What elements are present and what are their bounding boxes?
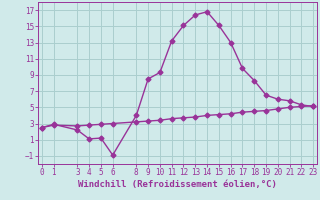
X-axis label: Windchill (Refroidissement éolien,°C): Windchill (Refroidissement éolien,°C) — [78, 180, 277, 189]
